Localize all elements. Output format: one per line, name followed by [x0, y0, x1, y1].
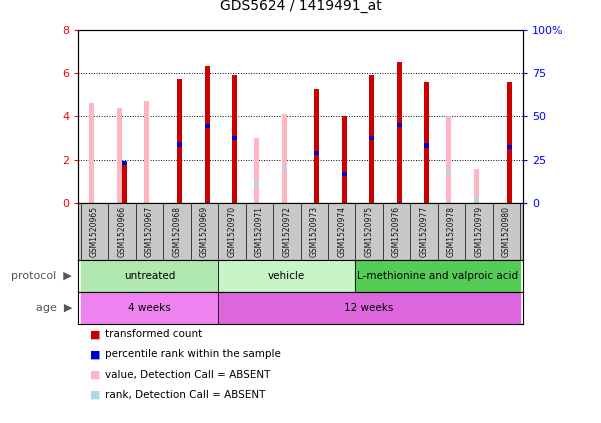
Text: GSM1520979: GSM1520979: [474, 206, 483, 257]
Bar: [314, 151, 319, 155]
Bar: [474, 170, 479, 203]
Text: GSM1520969: GSM1520969: [200, 206, 209, 257]
Text: ■: ■: [90, 370, 100, 380]
Text: GSM1520980: GSM1520980: [502, 206, 511, 257]
Text: GSM1520973: GSM1520973: [310, 206, 319, 257]
Bar: [232, 136, 237, 140]
Bar: [122, 161, 127, 165]
Text: GSM1520971: GSM1520971: [255, 206, 264, 257]
Bar: [81, 260, 218, 292]
Text: GSM1520974: GSM1520974: [337, 206, 346, 257]
Text: 12 weeks: 12 weeks: [344, 303, 394, 313]
Bar: [355, 260, 520, 292]
Bar: [81, 292, 218, 324]
Text: transformed count: transformed count: [105, 329, 203, 339]
Text: GSM1520975: GSM1520975: [365, 206, 374, 257]
Bar: [218, 260, 355, 292]
Text: value, Detection Call = ABSENT: value, Detection Call = ABSENT: [105, 370, 270, 380]
Bar: [218, 292, 520, 324]
Bar: [507, 82, 511, 203]
Bar: [122, 165, 127, 203]
Text: 4 weeks: 4 weeks: [128, 303, 171, 313]
Text: ■: ■: [90, 390, 100, 400]
Bar: [144, 101, 149, 203]
Bar: [232, 75, 237, 203]
Bar: [90, 103, 94, 203]
Bar: [314, 89, 319, 203]
Bar: [177, 80, 182, 203]
Bar: [447, 170, 451, 174]
Text: GSM1520970: GSM1520970: [227, 206, 236, 257]
Bar: [282, 114, 287, 203]
Text: vehicle: vehicle: [268, 271, 305, 281]
Text: L-methionine and valproic acid: L-methionine and valproic acid: [357, 271, 518, 281]
Bar: [474, 198, 479, 202]
Bar: [447, 116, 451, 203]
Text: GSM1520976: GSM1520976: [392, 206, 401, 257]
Bar: [370, 75, 374, 203]
Bar: [117, 107, 122, 203]
Bar: [507, 145, 511, 149]
Bar: [204, 66, 210, 203]
Text: GDS5624 / 1419491_at: GDS5624 / 1419491_at: [219, 0, 382, 13]
Text: ■: ■: [90, 329, 100, 339]
Bar: [204, 124, 210, 128]
Text: ■: ■: [90, 349, 100, 360]
Bar: [254, 182, 259, 187]
Text: GSM1520967: GSM1520967: [145, 206, 154, 257]
Text: GSM1520968: GSM1520968: [172, 206, 182, 257]
Bar: [397, 62, 402, 203]
Bar: [342, 172, 347, 176]
Text: GSM1520977: GSM1520977: [419, 206, 429, 257]
Text: GSM1520966: GSM1520966: [118, 206, 127, 257]
Bar: [282, 165, 287, 170]
Text: age  ▶: age ▶: [35, 303, 72, 313]
Text: GSM1520978: GSM1520978: [447, 206, 456, 257]
Bar: [424, 82, 429, 203]
Text: untreated: untreated: [124, 271, 175, 281]
Text: protocol  ▶: protocol ▶: [11, 271, 72, 281]
Text: rank, Detection Call = ABSENT: rank, Detection Call = ABSENT: [105, 390, 266, 400]
Bar: [370, 136, 374, 140]
Text: GSM1520972: GSM1520972: [282, 206, 291, 257]
Bar: [424, 143, 429, 148]
Text: GSM1520965: GSM1520965: [90, 206, 99, 257]
Bar: [342, 116, 347, 203]
Bar: [254, 138, 259, 203]
Text: percentile rank within the sample: percentile rank within the sample: [105, 349, 281, 360]
Bar: [397, 123, 402, 127]
Bar: [177, 142, 182, 147]
